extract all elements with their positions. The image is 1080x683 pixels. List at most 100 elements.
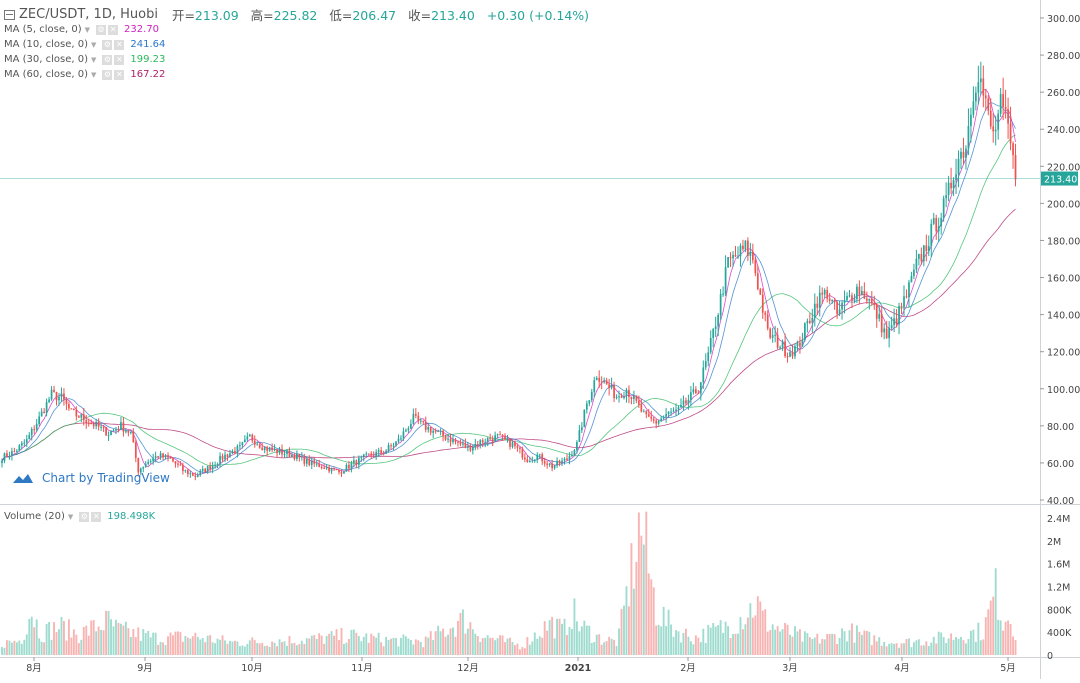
- close-icon[interactable]: ✕: [108, 24, 119, 35]
- candle-body: [893, 318, 895, 326]
- candle-body: [628, 389, 630, 397]
- candle-body: [162, 453, 164, 458]
- volume-bar: [893, 643, 896, 655]
- volume-bar: [801, 641, 804, 655]
- ma5-value: 232.70: [124, 24, 160, 35]
- ma5-line[interactable]: [1, 89, 1016, 476]
- chevron-down-icon[interactable]: ▼: [67, 512, 74, 521]
- volume-bar: [466, 628, 469, 655]
- volume-bar: [727, 626, 730, 655]
- candle-body: [848, 295, 851, 297]
- volume-bar: [865, 630, 868, 655]
- volume-bar: [650, 579, 653, 655]
- settings-icon[interactable]: ⚙: [102, 39, 113, 50]
- volume-bar: [910, 647, 913, 655]
- volume-bar: [365, 633, 368, 655]
- volume-bar: [318, 633, 321, 655]
- ma10-value: 241.64: [130, 39, 166, 50]
- candle-body: [258, 444, 261, 448]
- candle-body: [310, 460, 313, 466]
- candle-body: [660, 418, 663, 422]
- ma5-legend[interactable]: MA (5, close, 0) ▼ ⚙ ✕ 232.70: [4, 24, 159, 35]
- volume-bar: [860, 634, 863, 655]
- candle-body: [201, 468, 204, 472]
- tradingview-watermark[interactable]: Chart by TradingView: [12, 471, 170, 485]
- chevron-down-icon[interactable]: ▼: [91, 40, 97, 49]
- last-price-tag-label: 213.40: [1044, 175, 1077, 186]
- ma60-legend[interactable]: MA (60, close, 0) ▼ ⚙ ✕ 167.22: [4, 69, 165, 80]
- volume-bar: [439, 631, 442, 655]
- candle-body: [412, 413, 415, 424]
- candle-body: [635, 395, 638, 401]
- candle-body: [149, 461, 152, 463]
- volume-bar: [987, 609, 990, 655]
- volume-bar: [8, 640, 11, 655]
- volume-bar: [30, 616, 33, 655]
- volume-bar: [305, 638, 308, 655]
- candle-body: [243, 439, 246, 443]
- candle-body: [781, 341, 784, 348]
- close-icon[interactable]: ✕: [91, 511, 102, 522]
- volume-bar: [372, 635, 375, 655]
- collapse-icon[interactable]: [4, 9, 15, 20]
- settings-icon[interactable]: ⚙: [102, 69, 113, 80]
- volume-bar: [791, 636, 794, 655]
- volume-bar: [561, 623, 563, 655]
- volume-bar: [70, 637, 73, 655]
- ma60-line[interactable]: [1, 208, 1016, 462]
- candle-body: [278, 448, 281, 454]
- ma30-legend[interactable]: MA (30, close, 0) ▼ ⚙ ✕ 199.23: [4, 54, 165, 65]
- ma10-line[interactable]: [1, 102, 1016, 474]
- volume-legend[interactable]: Volume (20) ▼ ⚙ ✕ 198.498K: [4, 511, 155, 522]
- close-icon[interactable]: ✕: [114, 39, 125, 50]
- candle-body: [833, 300, 836, 302]
- volume-bar: [486, 635, 489, 655]
- settings-icon[interactable]: ⚙: [79, 511, 90, 522]
- watermark-text: Chart by TradingView: [42, 471, 170, 485]
- volume-bar: [912, 642, 915, 655]
- candle-body: [305, 458, 308, 464]
- candle-body: [30, 429, 33, 436]
- candle-body: [771, 335, 774, 338]
- candle-body: [551, 463, 553, 469]
- candle-body: [251, 434, 254, 441]
- volume-bar: [937, 631, 940, 655]
- ma30-line[interactable]: [1, 134, 1016, 467]
- close-icon[interactable]: ✕: [114, 69, 125, 80]
- candle-body: [870, 298, 873, 304]
- volume-bar: [256, 643, 259, 655]
- symbol-label[interactable]: ZEC/USDT, 1D, Huobi: [19, 7, 158, 22]
- candles[interactable]: [1, 61, 1017, 481]
- volume-bar: [105, 610, 108, 655]
- chevron-down-icon[interactable]: ▼: [84, 25, 91, 34]
- volume-bar: [186, 637, 189, 655]
- volume-bar: [288, 636, 291, 655]
- chevron-down-icon[interactable]: ▼: [91, 70, 97, 79]
- chevron-down-icon[interactable]: ▼: [91, 55, 97, 64]
- close-icon[interactable]: ✕: [114, 54, 125, 65]
- candle-body: [811, 317, 814, 323]
- volume-bar: [962, 640, 965, 655]
- candle-body: [918, 254, 920, 259]
- settings-icon[interactable]: ⚙: [96, 24, 107, 35]
- volume-bar: [35, 619, 38, 655]
- volume-bar: [808, 637, 811, 655]
- time-tick-label: 10月: [241, 663, 263, 674]
- candle-body: [95, 421, 98, 427]
- candle-body: [1007, 109, 1009, 124]
- candle-body: [271, 447, 273, 451]
- ma10-legend[interactable]: MA (10, close, 0) ▼ ⚙ ✕ 241.64: [4, 39, 165, 50]
- volume-bar: [947, 638, 950, 655]
- candle-body: [826, 290, 829, 299]
- volume-bar: [1014, 640, 1017, 655]
- settings-icon[interactable]: ⚙: [102, 54, 113, 65]
- candle-body: [229, 453, 231, 457]
- candle-body: [1004, 106, 1007, 110]
- price-tick-label: 280.00: [1047, 51, 1080, 62]
- volume-bar: [370, 633, 373, 655]
- candle-body: [702, 367, 705, 383]
- volume-bar: [585, 625, 588, 655]
- volume-bar: [593, 642, 596, 655]
